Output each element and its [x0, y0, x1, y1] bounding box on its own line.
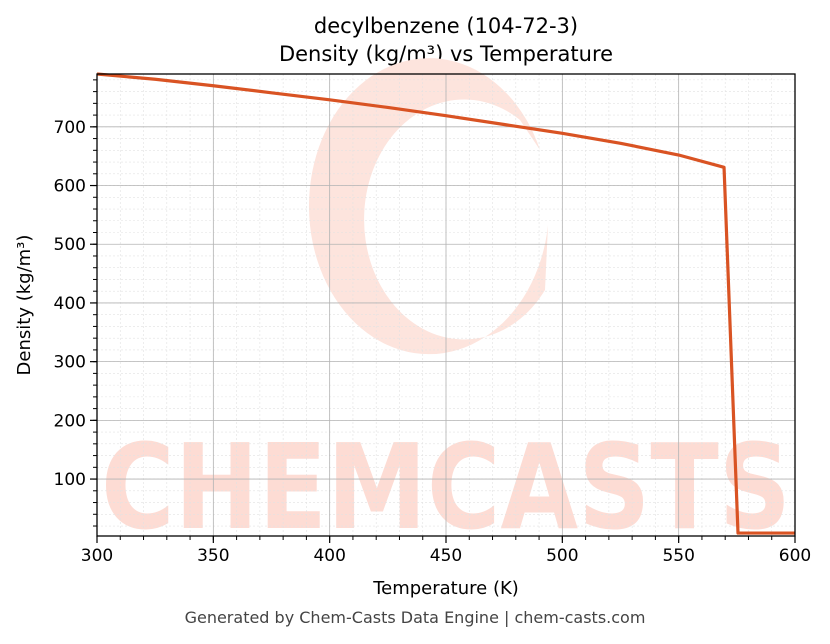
y-tick-label: 100 — [54, 470, 86, 490]
x-tick-label: 500 — [546, 546, 578, 566]
x-tick-label: 350 — [197, 546, 229, 566]
y-tick-label: 700 — [54, 118, 86, 138]
density-series-line — [96, 72, 795, 535]
y-axis-label: Density (kg/m³) — [14, 235, 35, 376]
x-tick-label: 400 — [313, 546, 345, 566]
x-tick-label: 550 — [662, 546, 694, 566]
x-axis-label: Temperature (K) — [372, 578, 519, 599]
x-axis: 300 350 400 450 500 550 600 — [81, 536, 811, 566]
x-tick-label: 600 — [779, 546, 811, 566]
y-axis: 100 200 300 400 500 600 700 — [54, 79, 97, 527]
plot-area: CHEMCASTS — [96, 58, 796, 556]
y-tick-label: 500 — [54, 235, 86, 255]
watermark-swirl — [308, 58, 548, 355]
chart-title-line1: decylbenzene (104-72-3) — [314, 14, 578, 38]
y-tick-label: 600 — [54, 177, 86, 197]
y-tick-label: 300 — [54, 353, 86, 373]
series-layer — [96, 72, 795, 535]
x-tick-label: 450 — [430, 546, 462, 566]
y-tick-label: 400 — [54, 294, 86, 314]
y-tick-label: 200 — [54, 411, 86, 431]
footer-credit: Generated by Chem-Casts Data Engine | ch… — [184, 608, 646, 627]
x-tick-label: 300 — [81, 546, 113, 566]
